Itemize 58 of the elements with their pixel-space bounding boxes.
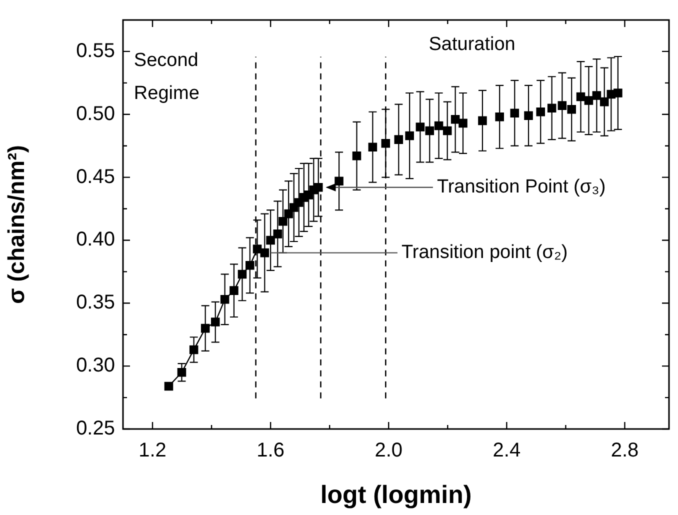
point — [510, 108, 520, 118]
point — [273, 230, 282, 238]
point — [567, 104, 576, 114]
point — [495, 112, 504, 122]
point — [450, 115, 460, 124]
x-tick-label: 1.6 — [256, 440, 284, 462]
y-tick-label: 0.40 — [76, 228, 115, 251]
y-tick-label: 0.45 — [76, 166, 115, 188]
x-tick-label: 2.8 — [610, 440, 639, 462]
point — [230, 286, 238, 295]
point — [584, 96, 594, 105]
y-tick-label: 0.25 — [76, 418, 115, 440]
y-tick-label: 0.35 — [76, 292, 115, 314]
point — [368, 142, 378, 152]
point — [352, 152, 362, 160]
point — [434, 121, 444, 130]
point — [210, 318, 220, 326]
point — [405, 131, 414, 140]
x-axis-title: logt (logmin) — [320, 480, 472, 509]
point — [177, 368, 186, 377]
y-tick-label: 0.30 — [76, 354, 115, 377]
point — [314, 182, 323, 192]
point — [592, 91, 602, 100]
y-tick-label: 0.55 — [76, 40, 115, 62]
annotation: Transition point (σ₂) — [401, 242, 568, 264]
annotation: Saturation — [428, 34, 516, 55]
point — [524, 111, 533, 120]
point — [278, 216, 288, 226]
point — [416, 122, 425, 132]
point — [478, 116, 487, 126]
point — [600, 97, 609, 106]
point — [614, 88, 622, 98]
y-tick-label: 0.50 — [76, 102, 115, 125]
point — [394, 135, 404, 144]
point — [558, 101, 567, 110]
point — [442, 126, 452, 136]
x-tick-label: 2.4 — [492, 440, 521, 462]
point — [200, 324, 210, 333]
y-axis-title: σ (chains/nm²) — [3, 145, 30, 304]
point — [164, 382, 174, 391]
point — [381, 138, 390, 148]
point — [220, 294, 230, 304]
x-tick-label: 2.0 — [374, 440, 403, 462]
point — [260, 248, 270, 258]
point — [252, 244, 262, 254]
point — [547, 104, 556, 112]
point — [189, 345, 198, 354]
point — [576, 92, 586, 102]
annotation: Second Regime — [134, 50, 200, 104]
annotation: Transition Point (σ₃) — [436, 176, 606, 198]
point — [246, 261, 254, 270]
point — [458, 118, 468, 128]
point — [334, 176, 344, 186]
point — [238, 270, 247, 279]
point — [425, 126, 434, 136]
point — [266, 236, 275, 245]
point — [536, 107, 546, 116]
x-tick-label: 1.2 — [138, 440, 166, 462]
